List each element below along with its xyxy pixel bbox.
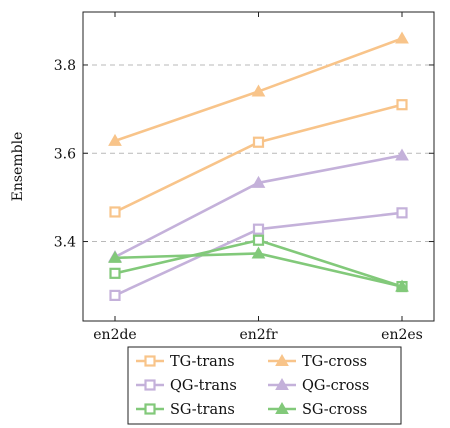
legend-label: SG-cross — [302, 402, 367, 418]
legend-item-tg-trans: TG-trans — [136, 354, 235, 370]
data-point-sg-trans — [109, 267, 121, 279]
x-tick-label: en2de — [93, 327, 136, 343]
series-sg-trans — [109, 234, 408, 293]
data-point-tg-cross — [108, 133, 122, 146]
data-point-tg-cross — [395, 31, 409, 44]
x-axis: en2de en2fr en2es — [93, 12, 423, 343]
data-point-qg-trans — [109, 289, 121, 301]
data-point-sg-trans — [252, 234, 265, 246]
legend-label: QG-cross — [302, 378, 369, 394]
legend-label: QG-trans — [170, 378, 237, 394]
data-point-tg-cross — [251, 84, 266, 97]
legend-swatch-marker — [275, 353, 289, 366]
legend-item-sg-cross: SG-cross — [268, 401, 367, 418]
y-axis-label: Ensemble — [10, 132, 26, 202]
x-tick-label: en2fr — [239, 327, 277, 343]
legend-label: SG-trans — [170, 402, 235, 418]
legend-swatch-marker — [144, 355, 156, 367]
x-tick-label: en2es — [381, 327, 423, 343]
legend-item-qg-cross: QG-cross — [268, 377, 369, 394]
data-point-sg-cross — [395, 279, 409, 292]
y-tick-label: 3.4 — [54, 235, 76, 251]
legend-swatch-marker — [144, 379, 156, 391]
legend-label: TG-trans — [170, 354, 235, 370]
legend-item-tg-cross: TG-cross — [268, 353, 367, 370]
data-point-sg-cross — [108, 250, 122, 263]
plot-area-frame — [82, 11, 435, 322]
legend-swatch-marker — [275, 401, 289, 414]
legend-box — [127, 346, 402, 425]
data-point-qg-cross — [395, 148, 409, 161]
data-point-tg-trans — [396, 99, 408, 111]
series-tg-cross — [108, 31, 409, 146]
legend-swatch-marker — [144, 403, 156, 415]
series-sg-cross — [108, 246, 409, 292]
data-point-sg-cross — [251, 246, 266, 259]
legend-item-qg-trans: QG-trans — [136, 378, 237, 394]
legend-swatch-marker — [275, 377, 289, 390]
series-tg-trans — [109, 99, 408, 218]
data-point-qg-trans — [396, 207, 408, 219]
y-axis: 3.4 3.6 3.8 — [54, 58, 434, 251]
data-point-tg-trans — [109, 206, 121, 218]
data-point-qg-trans — [252, 223, 265, 235]
legend-label: TG-cross — [302, 354, 367, 370]
legend: TG-trans TG-cross QG-trans QG-cross SG-trans… — [127, 346, 402, 425]
y-tick-label: 3.6 — [54, 146, 76, 162]
legend-item-sg-trans: SG-trans — [136, 402, 235, 418]
series-line-tg-trans — [114, 103, 403, 214]
data-point-qg-cross — [251, 175, 266, 188]
y-tick-label: 3.8 — [54, 58, 76, 74]
data-point-tg-trans — [252, 136, 265, 148]
series-layer — [108, 31, 409, 301]
series-qg-trans — [109, 207, 408, 301]
